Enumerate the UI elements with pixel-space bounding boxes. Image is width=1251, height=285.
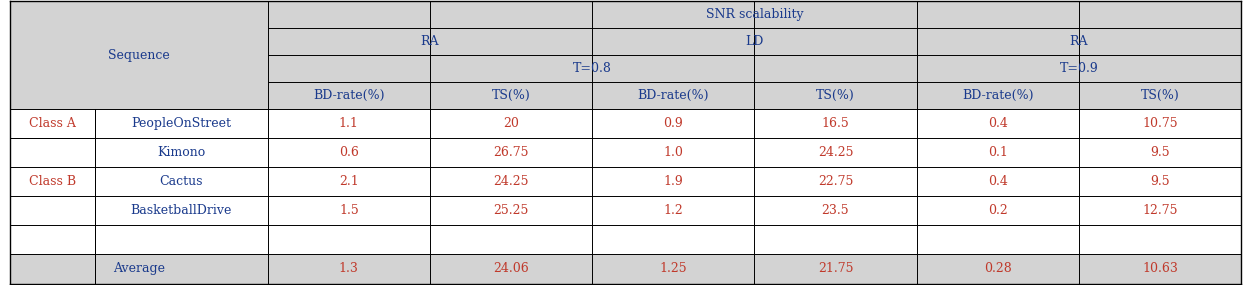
- Bar: [268, 1, 1241, 28]
- Text: 24.25: 24.25: [818, 146, 853, 159]
- Text: 0.6: 0.6: [339, 146, 359, 159]
- Bar: [10, 167, 1241, 196]
- Text: 0.1: 0.1: [988, 146, 1007, 159]
- Text: 9.5: 9.5: [1150, 175, 1170, 188]
- Bar: [10, 196, 1241, 225]
- Text: Average: Average: [113, 262, 165, 276]
- Bar: [10, 109, 1241, 138]
- Text: 1.9: 1.9: [663, 175, 683, 188]
- Text: PeopleOnStreet: PeopleOnStreet: [131, 117, 231, 130]
- Text: RA: RA: [420, 35, 439, 48]
- Text: 0.28: 0.28: [983, 262, 1012, 276]
- Text: 16.5: 16.5: [822, 117, 849, 130]
- Bar: [268, 55, 1241, 82]
- Text: TS(%): TS(%): [816, 89, 854, 102]
- Text: TS(%): TS(%): [492, 89, 530, 102]
- Text: Cactus: Cactus: [160, 175, 203, 188]
- Text: T=0.9: T=0.9: [1060, 62, 1098, 75]
- Text: Kimono: Kimono: [158, 146, 205, 159]
- Text: 0.9: 0.9: [663, 117, 683, 130]
- Bar: [268, 28, 1241, 55]
- Text: 25.25: 25.25: [493, 204, 529, 217]
- Text: LD: LD: [746, 35, 763, 48]
- Text: 10.75: 10.75: [1142, 117, 1177, 130]
- Text: BD-rate(%): BD-rate(%): [313, 89, 384, 102]
- Text: Sequence: Sequence: [108, 48, 170, 62]
- Bar: [10, 28, 268, 55]
- Text: 20: 20: [503, 117, 519, 130]
- Text: 12.75: 12.75: [1142, 204, 1177, 217]
- Text: T=0.8: T=0.8: [573, 62, 612, 75]
- Text: 22.75: 22.75: [818, 175, 853, 188]
- Text: 1.0: 1.0: [663, 146, 683, 159]
- Text: 0.4: 0.4: [988, 117, 1007, 130]
- Text: TS(%): TS(%): [1141, 89, 1180, 102]
- Text: Class A: Class A: [29, 117, 76, 130]
- Text: RA: RA: [1070, 35, 1088, 48]
- Text: SNR scalability: SNR scalability: [706, 8, 803, 21]
- Text: BasketballDrive: BasketballDrive: [130, 204, 233, 217]
- Text: 26.75: 26.75: [493, 146, 529, 159]
- Bar: [10, 1, 268, 28]
- Bar: [10, 138, 1241, 167]
- Text: 0.2: 0.2: [988, 204, 1007, 217]
- Text: 23.5: 23.5: [822, 204, 849, 217]
- Bar: [10, 82, 268, 109]
- Text: 21.75: 21.75: [818, 262, 853, 276]
- Text: 10.63: 10.63: [1142, 262, 1178, 276]
- Text: 1.25: 1.25: [659, 262, 687, 276]
- Text: 1.1: 1.1: [339, 117, 359, 130]
- Text: 2.1: 2.1: [339, 175, 359, 188]
- Text: 1.2: 1.2: [663, 204, 683, 217]
- Text: 1.5: 1.5: [339, 204, 359, 217]
- Text: Class B: Class B: [29, 175, 76, 188]
- Text: BD-rate(%): BD-rate(%): [638, 89, 709, 102]
- Text: 1.3: 1.3: [339, 262, 359, 276]
- Bar: [10, 225, 1241, 255]
- Text: 24.06: 24.06: [493, 262, 529, 276]
- Bar: [10, 255, 1241, 284]
- Text: 24.25: 24.25: [493, 175, 529, 188]
- Text: 0.4: 0.4: [988, 175, 1007, 188]
- Text: 9.5: 9.5: [1150, 146, 1170, 159]
- Bar: [268, 82, 1241, 109]
- Bar: [10, 55, 268, 82]
- Text: BD-rate(%): BD-rate(%): [962, 89, 1033, 102]
